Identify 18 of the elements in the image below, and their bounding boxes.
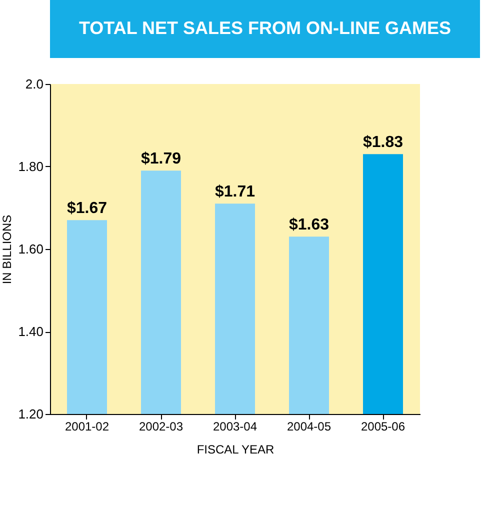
- x-tick-label: 2001-02: [64, 420, 110, 434]
- y-tick-label: 1.20: [18, 406, 44, 422]
- x-axis-title: FISCAL YEAR: [196, 442, 275, 456]
- y-tick-label: 1.60: [18, 242, 44, 256]
- data-label: $1.63: [288, 216, 330, 234]
- x-tick-label: 2005-06: [360, 420, 406, 434]
- y-axis-title: IN BILLIONS: [0, 214, 14, 284]
- y-tick-label: 1.80: [18, 159, 44, 174]
- data-label: $1.71: [214, 184, 256, 201]
- x-tick-label: 2004-05: [286, 420, 332, 434]
- y-tick-label: 2.0: [25, 76, 44, 92]
- data-label: $1.67: [66, 200, 108, 218]
- x-tick-label: 2003-04: [212, 420, 258, 434]
- data-label: $1.83: [362, 134, 404, 152]
- x-tick-label: 2002-03: [138, 420, 184, 434]
- chart-title: TOTAL NET SALES FROM ON-LINE GAMES: [78, 18, 452, 38]
- y-tick-label: 1.40: [18, 324, 44, 339]
- data-label: $1.79: [140, 150, 182, 168]
